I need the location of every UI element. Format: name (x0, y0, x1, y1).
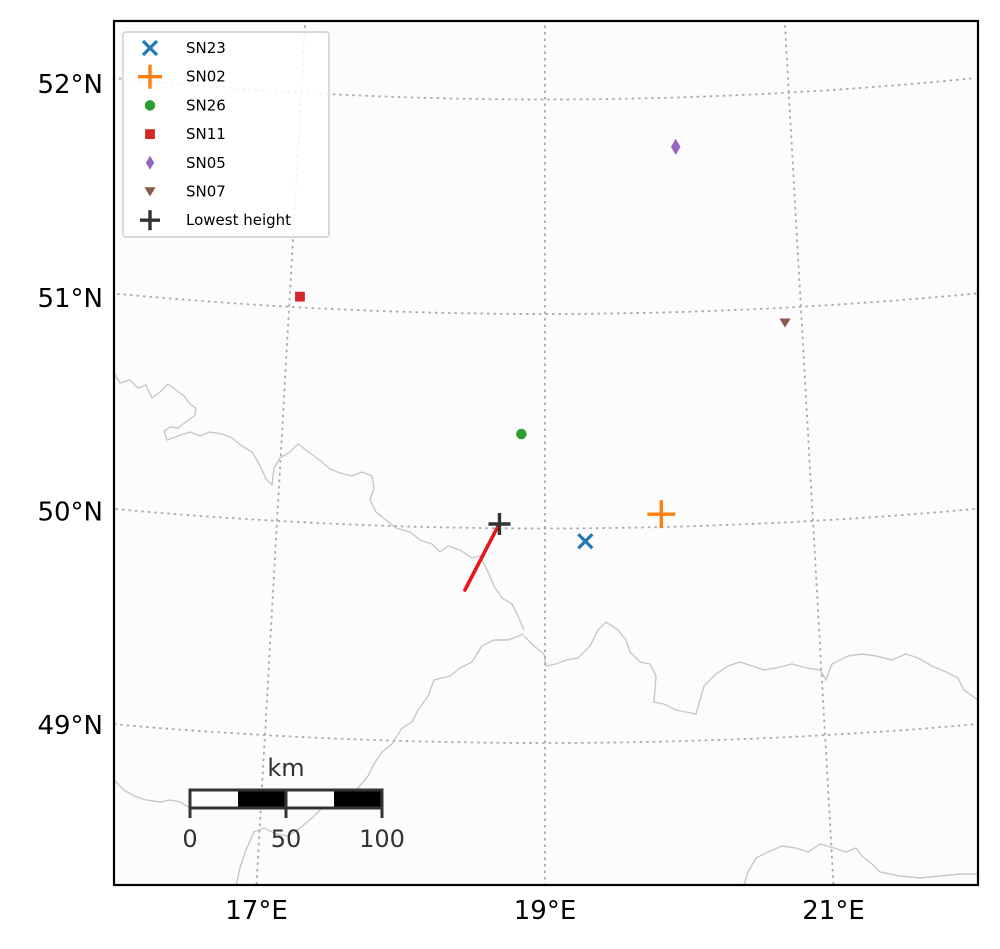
legend-label: SN23 (186, 39, 226, 57)
legend-marker-sn26 (144, 100, 156, 111)
station-markers (295, 138, 791, 550)
legend-marker-sn05 (145, 155, 155, 170)
lon-tick-label: 21°E (802, 896, 865, 926)
scale-label-100: 100 (359, 825, 405, 853)
legend-marker-sn07 (144, 187, 156, 197)
map-frame (112, 19, 980, 887)
scale-label-0: 0 (182, 825, 197, 853)
scale-bar-unit: km (267, 754, 304, 782)
legend-marker-sn02 (138, 64, 162, 89)
marker-lowest-height (488, 512, 511, 535)
marker-sn02 (647, 500, 676, 529)
graticule (114, 21, 978, 885)
border-line-west (114, 372, 525, 631)
legend-label: SN07 (186, 183, 226, 201)
marker-sn11 (295, 291, 305, 302)
marker-sn07 (779, 318, 791, 328)
lat-tick-label: 49°N (37, 711, 103, 741)
axis-labels: 49°N 50°N 51°N 52°N 17°E 19°E 21°E (37, 70, 864, 926)
marker-sn05 (670, 138, 681, 155)
marker-sn26 (516, 428, 527, 440)
parallel-49 (114, 723, 978, 744)
lon-tick-label: 19°E (514, 896, 577, 926)
border-line-southeast (743, 843, 978, 885)
country-borders (114, 372, 978, 885)
meridian-21 (783, 21, 835, 885)
scale-segment-4 (334, 790, 382, 808)
scale-segment-2 (238, 790, 286, 808)
scale-label-50: 50 (271, 825, 302, 853)
meridian-17 (255, 21, 307, 885)
border-line-south (235, 633, 525, 885)
legend: SN23 SN02 SN26 SN11 SN05 SN07 Lowest height (122, 31, 330, 238)
lat-tick-label: 50°N (37, 498, 103, 528)
legend-label: SN11 (186, 125, 226, 143)
legend-marker-lowest-height (140, 210, 160, 231)
border-line-southwest (114, 779, 191, 809)
legend-label: SN02 (186, 68, 226, 86)
marker-sn23 (577, 533, 594, 550)
legend-marker-sn11 (145, 129, 155, 139)
border-line-east (523, 621, 978, 715)
legend-label: SN05 (186, 154, 226, 172)
scale-segment-3 (286, 790, 334, 808)
legend-label: Lowest height (186, 211, 291, 229)
lat-tick-label: 52°N (37, 70, 103, 100)
legend-label: SN26 (186, 96, 226, 114)
track-line (463, 524, 500, 592)
scale-segment-1 (190, 790, 238, 808)
legend-box (122, 31, 330, 238)
lon-tick-label: 17°E (225, 896, 288, 926)
legend-marker-sn23 (141, 39, 159, 57)
scale-bar: km 0 50 100 (182, 754, 405, 853)
lat-tick-label: 51°N (37, 284, 103, 314)
